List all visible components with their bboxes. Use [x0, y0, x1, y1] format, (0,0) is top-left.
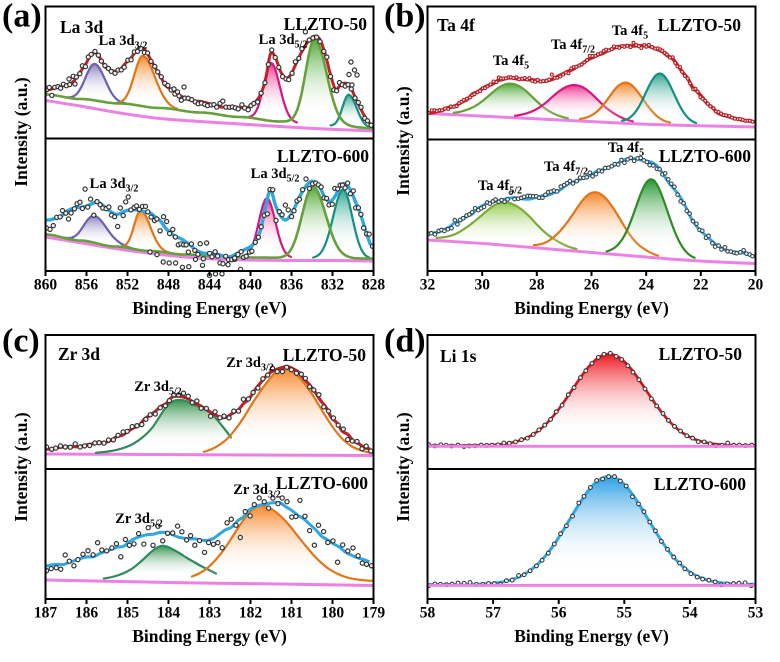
svg-text:22: 22 — [693, 277, 709, 294]
svg-text:Binding Energy (eV): Binding Energy (eV) — [132, 626, 287, 646]
svg-text:58: 58 — [420, 605, 436, 622]
svg-text:28: 28 — [529, 277, 545, 294]
svg-text:55: 55 — [617, 605, 633, 622]
svg-text:LLZTO-600: LLZTO-600 — [277, 146, 369, 166]
svg-text:LLZTO-50: LLZTO-50 — [658, 15, 742, 35]
svg-text:182: 182 — [239, 605, 263, 622]
svg-text:828: 828 — [362, 277, 386, 294]
svg-text:Ta 4f5: Ta 4f5 — [612, 23, 648, 42]
svg-text:54: 54 — [682, 605, 698, 622]
svg-text:Intensity (a.u.): Intensity (a.u.) — [11, 412, 31, 522]
svg-text:(d): (d) — [384, 323, 426, 360]
svg-text:Ta 4f5: Ta 4f5 — [493, 53, 529, 72]
svg-text:LLZTO-50: LLZTO-50 — [283, 345, 367, 365]
svg-text:186: 186 — [75, 605, 99, 622]
svg-text:848: 848 — [157, 277, 181, 294]
svg-text:181: 181 — [280, 605, 303, 622]
svg-text:Intensity (a.u.): Intensity (a.u.) — [11, 77, 31, 187]
svg-text:56: 56 — [551, 605, 567, 622]
svg-text:836: 836 — [280, 277, 304, 294]
svg-text:179: 179 — [362, 605, 386, 622]
svg-text:184: 184 — [157, 605, 181, 622]
svg-text:180: 180 — [321, 605, 345, 622]
svg-text:(b): (b) — [384, 0, 426, 35]
svg-text:LLZTO-50: LLZTO-50 — [659, 344, 743, 364]
svg-text:844: 844 — [198, 277, 222, 294]
svg-text:LLZTO-600: LLZTO-600 — [654, 474, 746, 494]
svg-text:32: 32 — [420, 277, 436, 294]
svg-text:Intensity (a.u.): Intensity (a.u.) — [393, 412, 413, 522]
svg-text:832: 832 — [321, 277, 345, 294]
svg-text:30: 30 — [474, 277, 490, 294]
svg-text:Intensity (a.u.): Intensity (a.u.) — [393, 86, 413, 196]
svg-text:Binding Energy (eV): Binding Energy (eV) — [514, 298, 669, 318]
svg-text:185: 185 — [116, 605, 140, 622]
svg-text:26: 26 — [584, 277, 600, 294]
svg-text:Ta 4f: Ta 4f — [437, 15, 475, 35]
svg-text:852: 852 — [116, 277, 140, 294]
svg-text:(c): (c) — [2, 323, 40, 360]
svg-text:860: 860 — [34, 277, 58, 294]
svg-text:840: 840 — [239, 277, 263, 294]
svg-text:Li 1s: Li 1s — [440, 346, 477, 366]
svg-text:Binding Energy (eV): Binding Energy (eV) — [132, 298, 287, 318]
svg-text:LLZTO-600: LLZTO-600 — [659, 146, 751, 166]
svg-text:183: 183 — [198, 605, 222, 622]
svg-text:24: 24 — [638, 277, 654, 294]
svg-text:856: 856 — [75, 277, 99, 294]
svg-text:La 3d: La 3d — [60, 17, 104, 37]
svg-text:53: 53 — [748, 605, 764, 622]
svg-text:Zr 3d: Zr 3d — [58, 344, 100, 364]
svg-text:Binding Energy (eV): Binding Energy (eV) — [514, 626, 669, 646]
svg-text:20: 20 — [748, 277, 764, 294]
svg-text:Ta 4f5: Ta 4f5 — [608, 140, 644, 159]
svg-text:LLZTO-600: LLZTO-600 — [276, 473, 368, 493]
svg-text:(a): (a) — [2, 0, 42, 35]
svg-text:LLZTO-50: LLZTO-50 — [284, 14, 368, 34]
svg-text:187: 187 — [34, 605, 58, 622]
svg-text:57: 57 — [485, 605, 501, 622]
